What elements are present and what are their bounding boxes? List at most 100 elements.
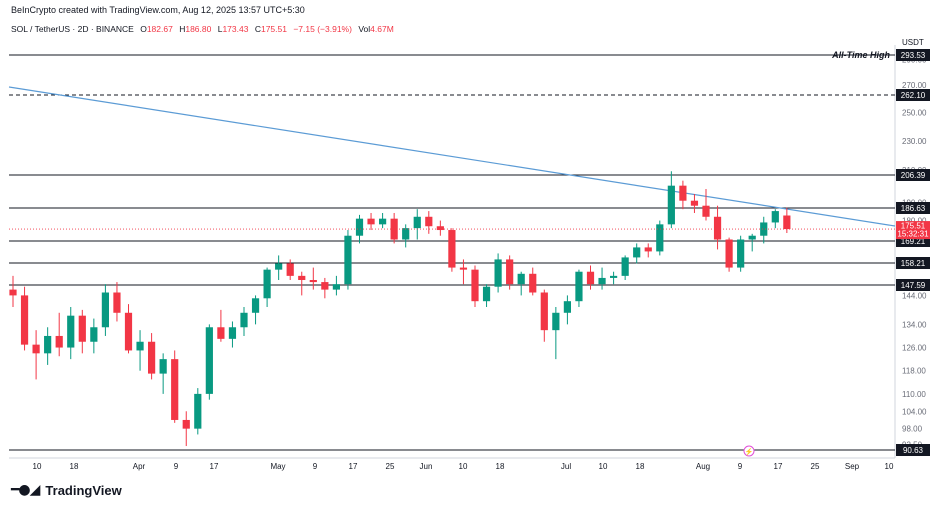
candle-body [702,205,710,217]
tradingview-mark-icon: ━●◢ [11,482,40,498]
x-tick-label-7: 17 [349,462,358,471]
symbol-label[interactable]: SOL / TetherUS · 2D · BINANCE [11,24,134,34]
candle-body [783,215,791,230]
tradingview-logo[interactable]: ━●◢ TradingView [11,482,122,498]
y-tick-label-10: 118.00 [902,367,926,376]
candle-body [656,224,664,252]
level-badge-293.53 [896,49,930,61]
candle-body [621,257,629,276]
x-tick-label-18: 25 [811,462,820,471]
y-tick-label-2: 250.00 [902,108,927,117]
candle-body [20,295,29,345]
candle-body [367,218,375,225]
candle-body [194,393,202,429]
candle-body [552,312,560,331]
candle-body [148,341,156,374]
candle-body [598,277,606,285]
candle-body [113,292,121,313]
volume-value: 4.67M [370,24,394,34]
candle-body [448,230,456,268]
candle-body [633,247,641,258]
candle-body [44,335,52,354]
high-value: 186.80 [185,24,212,34]
candle-body [67,315,75,348]
level-label-147.59: 147.59 [901,281,926,290]
candle-body [737,239,745,268]
x-tick-label-5: May [270,462,285,471]
x-tick-label-9: Jun [420,462,433,471]
level-annotation: All-Time High [831,50,890,60]
tradingview-brand: TradingView [45,482,122,498]
candle-body [725,239,733,268]
candle-body [344,235,352,285]
y-tick-label-12: 104.00 [902,407,927,416]
candle-body [78,315,86,342]
level-label-169.21: 169.21 [901,237,926,246]
x-tick-label-15: Aug [696,462,710,471]
currency-label: USDT [902,38,924,47]
x-tick-label-0: 10 [33,462,42,471]
candle-body [563,301,571,313]
high-label: H [179,24,186,34]
chart-credit: BeInCrypto created with TradingView.com,… [11,5,305,15]
close-label: C [254,24,261,34]
candle-body [667,185,675,225]
x-tick-label-17: 17 [774,462,783,471]
candle-body [517,273,525,285]
candle-body [459,267,468,270]
candle-body [124,312,133,351]
y-tick-label-3: 230.00 [902,137,927,146]
candle-body [182,419,190,429]
x-tick-label-11: 18 [496,462,505,471]
x-tick-label-12: Jul [561,462,571,471]
candle-body [413,216,421,229]
candle-body [332,284,340,290]
candle-body [771,211,779,223]
descending-trendline [8,86,896,227]
candle-body [586,271,595,285]
candle-body [425,216,433,227]
y-tick-label-13: 98.00 [902,425,923,434]
candle-body [390,218,398,240]
candle-body [136,341,144,351]
level-label-186.63: 186.63 [901,204,926,213]
x-tick-label-2: Apr [133,462,146,471]
candle-body [263,269,271,299]
candle-body [529,273,537,293]
y-tick-label-1: 270.00 [902,81,927,90]
event-marker-icon [743,445,755,457]
change-value: −7.15 (−3.91%) [293,24,352,34]
candle-body [679,185,687,201]
x-tick-label-8: 25 [386,462,395,471]
candle-body [159,359,167,374]
open-label: O [140,24,147,34]
candle-body [379,218,387,225]
low-value: 173.43 [222,24,249,34]
candle-body [402,228,410,240]
current-price-badge [896,221,930,240]
candle-body [748,235,756,240]
candle-body [506,259,514,285]
candle-body [55,335,63,348]
candle-body [540,292,548,331]
candle-body [240,312,248,328]
open-value: 182.67 [146,24,173,34]
y-tick-label-9: 126.00 [902,344,927,353]
x-tick-label-4: 17 [210,462,219,471]
candle-body [436,226,444,231]
x-tick-label-13: 10 [599,462,608,471]
y-tick-label-7: 144.00 [902,291,927,300]
level-badge-147.59 [896,279,930,291]
candle-body [9,289,17,296]
x-tick-label-20: 10 [885,462,894,471]
level-label-158.21: 158.21 [901,259,926,268]
current-price-countdown: 15:32:31 [897,230,929,239]
x-tick-label-1: 18 [70,462,79,471]
candle-body [298,275,306,281]
level-badge-158.21 [896,257,930,269]
symbol-legend: SOL / TetherUS · 2D · BINANCE O182.67 H1… [11,24,394,34]
level-label-262.10: 262.10 [901,91,926,100]
low-label: L [217,24,223,34]
close-value: 175.51 [260,24,287,34]
